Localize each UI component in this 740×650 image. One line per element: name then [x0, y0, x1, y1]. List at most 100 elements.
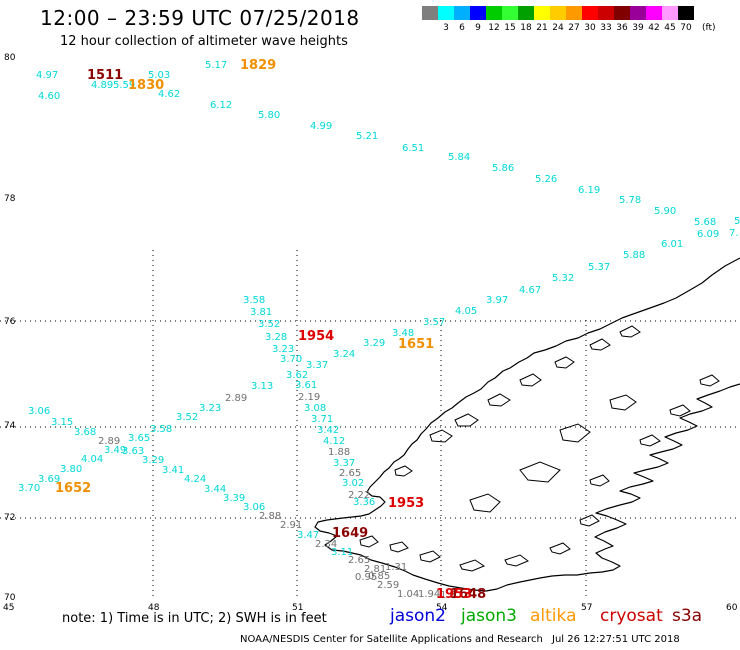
swh-value-label: 3.39 — [223, 493, 245, 504]
swh-value-label: 4.24 — [184, 474, 206, 485]
swh-value-label: 3.47 — [297, 530, 319, 541]
pass-time-label: 1830 — [128, 78, 164, 93]
map-subtitle: 12 hour collection of altimeter wave hei… — [60, 34, 348, 49]
legend-swatch — [518, 6, 534, 20]
swh-value-label: 3.70 — [18, 483, 40, 494]
legend-swatch — [550, 6, 566, 20]
legend-label: 21 — [536, 23, 548, 33]
legend-label: 30 — [584, 23, 596, 33]
swh-value-label: 3.61 — [295, 380, 317, 391]
swh-value-label: 4.99 — [310, 121, 332, 132]
swh-value-label: 6.12 — [210, 100, 232, 111]
swh-value-label: 3.06 — [243, 502, 265, 513]
swh-value-label: 3.58 — [243, 295, 265, 306]
pass-time-label: 1953 — [388, 496, 424, 511]
swh-value-label: 2.59 — [377, 580, 399, 591]
interior-outlines — [469, 394, 637, 513]
swh-value-label: 3.36 — [353, 497, 375, 508]
pass-time-label: 1829 — [240, 58, 276, 73]
lon-label: 48 — [148, 603, 160, 613]
swh-value-label: 3.28 — [265, 332, 287, 343]
satellite-altika: altika — [530, 606, 577, 626]
swh-value-label: 3.63 — [122, 446, 144, 457]
legend-label: 39 — [632, 23, 644, 33]
graticule — [0, 250, 740, 600]
swh-value-label: 3.65 — [128, 433, 150, 444]
swh-value-label: 1.88 — [328, 447, 350, 458]
swh-value-label: 3.15 — [51, 417, 73, 428]
swh-value-label: 1.94 — [418, 589, 440, 600]
legend-label: 9 — [475, 23, 481, 33]
swh-value-label: 5.84 — [448, 152, 470, 163]
swh-value-label: 6.09 — [697, 229, 719, 240]
swh-value-label: 3.37 — [333, 458, 355, 469]
legend-swatch — [454, 6, 470, 20]
swh-value-label: 6.19 — [578, 185, 600, 196]
swh-value-label: 3.52 — [258, 319, 280, 330]
swh-value-label: 3.06 — [28, 406, 50, 417]
swh-value-label: 2.65 — [339, 468, 361, 479]
map-title: 12:00 – 23:59 UTC 07/25/2018 — [40, 6, 360, 30]
swh-value-label: 3.58 — [150, 424, 172, 435]
legend-label: 24 — [552, 23, 564, 33]
legend-label: 70 — [680, 23, 692, 33]
swh-value-label: 2.19 — [298, 392, 320, 403]
swh-value-label: 3.02 — [342, 478, 364, 489]
credit-line: NOAA/NESDIS Center for Satellite Applica… — [240, 634, 543, 645]
swh-value-label: 4.62 — [158, 89, 180, 100]
swh-value-label: 3.37 — [306, 360, 328, 371]
swh-value-label: 4.05 — [455, 306, 477, 317]
legend-swatch — [438, 6, 454, 20]
swh-value-label: 5.03 — [148, 70, 170, 81]
lat-label: 70 — [4, 593, 16, 603]
swh-value-label: 3.41 — [162, 465, 184, 476]
pass-time-label: 1953 — [436, 587, 472, 602]
swh-value-label: 5.68 — [694, 217, 716, 228]
swh-value-label: 1.31 — [385, 562, 407, 573]
swh-value-label: 3.68 — [74, 427, 96, 438]
swh-value-label: 3.71 — [311, 414, 333, 425]
swh-value-label: 3.29 — [363, 338, 385, 349]
swh-value-label: 4.67 — [519, 285, 541, 296]
swh-value-label: 3.57 — [423, 317, 445, 328]
pass-time-label: 1649 — [332, 526, 368, 541]
legend-label: 12 — [488, 23, 500, 33]
footer-note: note: 1) Time is in UTC; 2) SWH is in fe… — [62, 611, 327, 626]
legend-label: 36 — [616, 23, 628, 33]
lat-label: 78 — [4, 194, 16, 204]
legend-label: 45 — [664, 23, 676, 33]
swh-value-label: 5.88 — [623, 250, 645, 261]
swh-value-label: 3.48 — [392, 328, 414, 339]
legend-swatch — [566, 6, 582, 20]
pass-time-label: 1652 — [55, 481, 91, 496]
swh-value-label: 5.17 — [205, 60, 227, 71]
lat-label: 80 — [4, 53, 16, 63]
swh-value-label: 4.97 — [36, 70, 58, 81]
swh-value-label: 2.65 — [348, 555, 370, 566]
lon-label: 51 — [292, 603, 303, 613]
swh-value-label: 5.59 — [113, 80, 135, 91]
legend-label: 33 — [600, 23, 612, 33]
lon-label: 45 — [3, 603, 14, 613]
legend-swatch — [582, 6, 598, 20]
swh-value-label: 2.91 — [280, 520, 302, 531]
legend-swatch — [422, 6, 438, 20]
legend-swatch — [470, 6, 486, 20]
lon-label: 57 — [581, 603, 592, 613]
legend-label: 6 — [459, 23, 465, 33]
swh-value-label: 5.26 — [535, 174, 557, 185]
swh-value-label: 2.34 — [315, 539, 337, 550]
legend-swatch — [486, 6, 502, 20]
legend-label: 18 — [520, 23, 532, 33]
legend-swatch — [598, 6, 614, 20]
swh-value-label: 2.89 — [98, 436, 120, 447]
greenland-coastline — [314, 257, 740, 592]
swh-value-label: 3.81 — [250, 307, 272, 318]
legend-swatch — [630, 6, 646, 20]
swh-value-label: 0.85 — [368, 571, 390, 582]
pass-time-label: 1648 — [450, 587, 486, 602]
swh-value-label: 5 — [734, 216, 740, 227]
